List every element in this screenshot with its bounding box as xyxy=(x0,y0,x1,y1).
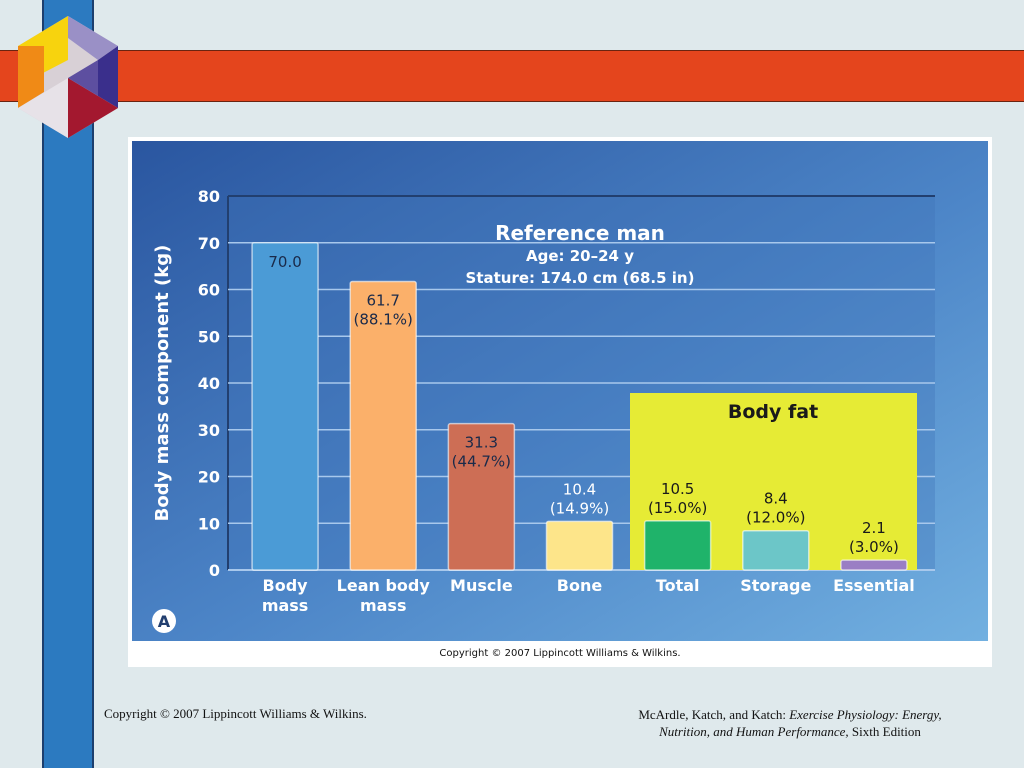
bar-value-label: 2.1 xyxy=(862,519,886,537)
bar-value-label: (14.9%) xyxy=(550,499,609,517)
bar-value-label: (44.7%) xyxy=(452,453,511,471)
bar-group: 2.1(3.0%) Essential xyxy=(833,519,915,595)
bar xyxy=(643,520,712,571)
y-tick-label: 50 xyxy=(198,327,220,346)
bar-value-label: 61.7 xyxy=(367,292,400,310)
x-category-label: Essential xyxy=(833,576,915,595)
bar-value-label: (88.1%) xyxy=(354,311,413,329)
slide-horizontal-bar xyxy=(0,50,1024,102)
x-category-label: Bone xyxy=(557,576,603,595)
y-tick-labels: 0 10 20 30 40 50 60 70 80 xyxy=(198,187,220,580)
y-tick-label: 40 xyxy=(198,374,220,393)
panel-label: A xyxy=(158,612,171,631)
chart-title: Reference man xyxy=(495,221,665,245)
x-category-label: Lean body xyxy=(337,576,431,595)
bar-value-label: (12.0%) xyxy=(746,509,805,527)
bar-value-label: 10.5 xyxy=(661,480,694,498)
x-category-label: mass xyxy=(360,596,407,615)
bar-value-label: 31.3 xyxy=(465,434,498,452)
y-tick-label: 0 xyxy=(209,561,220,580)
bar-chart: 0 10 20 30 40 50 60 70 80 Body mass component (k… xyxy=(132,141,988,641)
bar xyxy=(545,520,614,571)
panel-label-badge xyxy=(152,609,176,633)
citation-authors: McArdle, Katch, and Katch: xyxy=(638,707,790,722)
bar-group: 8.4(12.0%) Storage xyxy=(740,490,811,595)
y-tick-label: 20 xyxy=(198,468,220,487)
bar-value-label: 70.0 xyxy=(268,253,301,271)
bar-value-label: 8.4 xyxy=(764,490,788,508)
citation-title-line2: Nutrition, and Human Performance, xyxy=(659,724,849,739)
citation-edition: Sixth Edition xyxy=(848,724,921,739)
bar-value-label: 10.4 xyxy=(563,480,596,498)
body-fat-group-label: Body fat xyxy=(728,401,818,423)
cube-logo-icon xyxy=(18,16,118,138)
bar xyxy=(447,422,516,571)
x-category-label: mass xyxy=(262,596,309,615)
footer-citation: McArdle, Katch, and Katch: Exercise Phys… xyxy=(590,706,990,740)
y-tick-label: 80 xyxy=(198,187,220,206)
x-category-label: Muscle xyxy=(450,576,513,595)
y-axis-label: Body mass component (kg) xyxy=(152,245,173,522)
bar-group: 10.4(14.9%) Bone xyxy=(545,480,614,595)
footer-copyright: Copyright © 2007 Lippincott Williams & W… xyxy=(104,706,367,721)
chart-subtitle-age: Age: 20–24 y xyxy=(526,247,634,265)
y-tick-label: 70 xyxy=(198,234,220,253)
bar xyxy=(742,529,810,571)
bar xyxy=(349,280,417,571)
citation-title-line1: Exercise Physiology: Energy, xyxy=(789,707,942,722)
y-tick-label: 60 xyxy=(198,281,220,300)
bar xyxy=(840,559,908,571)
figure-copyright: Copyright © 2007 Lippincott Williams & W… xyxy=(439,648,681,659)
y-tick-label: 30 xyxy=(198,421,220,440)
bar-value-label: (15.0%) xyxy=(648,499,707,517)
bar-group: 10.5(15.0%) Total xyxy=(643,480,712,595)
x-category-label: Body xyxy=(263,576,309,595)
bar xyxy=(251,242,319,571)
chart-subtitle-stature: Stature: 174.0 cm (68.5 in) xyxy=(466,269,695,287)
bar-group: 31.3(44.7%) Muscle xyxy=(447,422,516,595)
y-tick-label: 10 xyxy=(198,514,220,533)
x-category-label: Storage xyxy=(740,576,811,595)
bar-value-label: (3.0%) xyxy=(849,538,899,556)
x-category-label: Total xyxy=(656,576,700,595)
